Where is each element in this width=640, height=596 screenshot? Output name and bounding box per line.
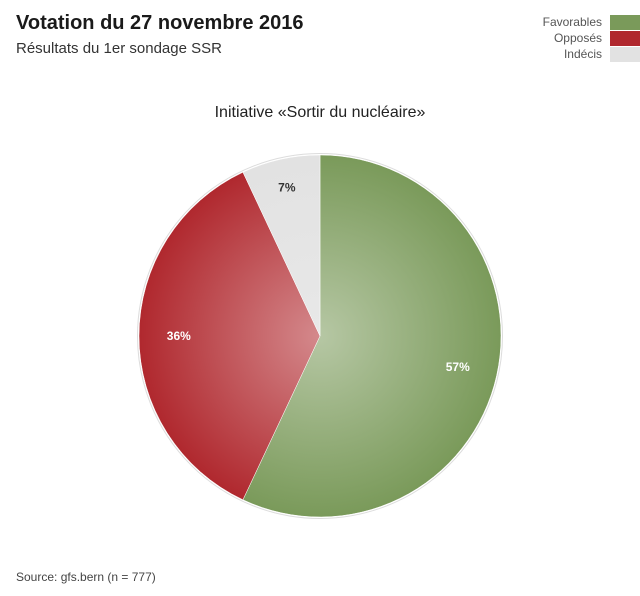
page-title: Votation du 27 novembre 2016 xyxy=(16,12,304,34)
legend-swatch xyxy=(610,46,640,62)
pie-slice-favorables xyxy=(242,154,502,518)
source-note: Source: gfs.bern (n = 777) xyxy=(16,570,156,584)
legend: Favorables Opposés Indécis xyxy=(543,14,640,62)
pie-slice-indecis xyxy=(242,154,321,337)
legend-label: Indécis xyxy=(563,47,602,61)
pie-label-indecis: 7% xyxy=(278,181,296,195)
legend-swatch xyxy=(610,14,640,30)
chart-title: Initiative «Sortir du nucléaire» xyxy=(214,104,426,121)
legend-item-opposes: Opposés xyxy=(543,30,640,46)
legend-item-favorables: Favorables xyxy=(543,14,640,30)
legend-swatch xyxy=(610,30,640,46)
pie-label-favorables: 57% xyxy=(446,360,470,374)
legend-item-indecis: Indécis xyxy=(543,46,640,62)
pie-slice-opposes xyxy=(138,171,321,501)
legend-label: Opposés xyxy=(553,31,602,45)
legend-label: Favorables xyxy=(542,15,602,29)
page-subtitle: Résultats du 1er sondage SSR xyxy=(16,40,222,57)
pie-label-opposes: 36% xyxy=(167,329,191,343)
